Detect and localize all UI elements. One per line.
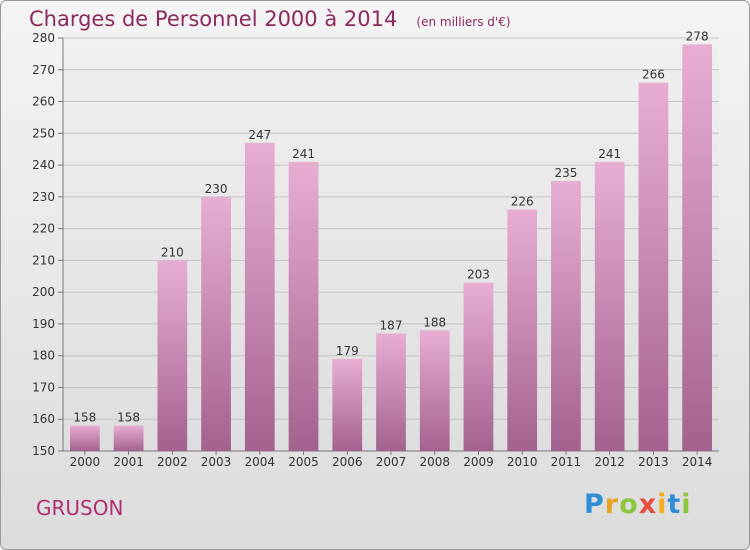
bar-value-label: 235 (554, 166, 577, 180)
x-tick-label: 2006 (332, 455, 363, 469)
y-tick-label: 280 (32, 31, 55, 45)
bar-value-label: 187 (380, 318, 403, 332)
logo-letter: o (619, 489, 639, 520)
bar-value-label: 266 (642, 67, 665, 81)
bar-value-label: 247 (248, 128, 271, 142)
bar (376, 333, 406, 451)
x-tick-label: 2005 (288, 455, 319, 469)
x-tick-label: 2001 (113, 455, 144, 469)
x-tick-label: 2009 (463, 455, 494, 469)
y-tick-label: 160 (32, 412, 55, 426)
x-tick-label: 2000 (70, 455, 101, 469)
bar-value-label: 203 (467, 268, 490, 282)
bar (157, 260, 188, 451)
bar-value-label: 226 (511, 195, 534, 209)
logo-letter: x (638, 489, 658, 520)
y-tick-label: 150 (32, 444, 55, 458)
y-tick-label: 210 (32, 253, 55, 267)
y-tick-label: 240 (32, 158, 55, 172)
y-tick-label: 170 (32, 380, 55, 394)
bar-value-label: 278 (686, 29, 709, 43)
x-tick-label: 2012 (594, 455, 625, 469)
bar-value-label: 158 (73, 411, 96, 425)
bar (682, 44, 713, 451)
bar-value-label: 230 (205, 182, 228, 196)
bar-value-label: 210 (161, 245, 184, 259)
bar (69, 425, 100, 451)
x-tick-label: 2003 (201, 455, 232, 469)
x-tick-label: 2004 (245, 455, 276, 469)
y-tick-label: 270 (32, 63, 55, 77)
bar-value-label: 158 (117, 411, 140, 425)
y-tick-label: 200 (32, 285, 55, 299)
chart-title-block: Charges de Personnel 2000 à 2014 (en mil… (29, 7, 511, 31)
y-tick-label: 230 (32, 190, 55, 204)
bar (288, 161, 319, 451)
y-tick-label: 190 (32, 317, 55, 331)
bar (419, 330, 450, 451)
x-tick-label: 2011 (551, 455, 582, 469)
x-tick-label: 2008 (419, 455, 450, 469)
bar (507, 209, 538, 451)
bar-value-label: 241 (598, 147, 621, 161)
bar (463, 282, 494, 451)
bar (551, 180, 581, 451)
bar (201, 196, 231, 451)
logo-letter: i (681, 489, 692, 520)
proxiti-logo: Proxiti (584, 489, 692, 520)
bar (594, 161, 625, 451)
x-tick-label: 2013 (638, 455, 669, 469)
x-tick-label: 2002 (157, 455, 188, 469)
logo-letter: i (657, 489, 668, 520)
x-tick-label: 2014 (682, 455, 713, 469)
bar (638, 82, 669, 451)
y-tick-label: 250 (32, 126, 55, 140)
logo-letter: r (604, 489, 620, 520)
y-tick-label: 260 (32, 95, 55, 109)
chart-subtitle: (en milliers d'€) (416, 15, 511, 29)
logo-letter: P (584, 489, 605, 520)
bar (244, 142, 275, 452)
bar (332, 358, 363, 451)
logo-letter: t (667, 489, 682, 520)
y-tick-label: 220 (32, 222, 55, 236)
bar-value-label: 188 (423, 315, 446, 329)
bar-value-label: 179 (336, 344, 359, 358)
chart-title: Charges de Personnel 2000 à 2014 (29, 7, 398, 31)
bar (113, 425, 144, 451)
commune-name: GRUSON (36, 496, 124, 520)
y-tick-label: 180 (32, 349, 55, 363)
bar-value-label: 241 (292, 147, 315, 161)
x-tick-label: 2010 (507, 455, 538, 469)
x-tick-label: 2007 (376, 455, 407, 469)
